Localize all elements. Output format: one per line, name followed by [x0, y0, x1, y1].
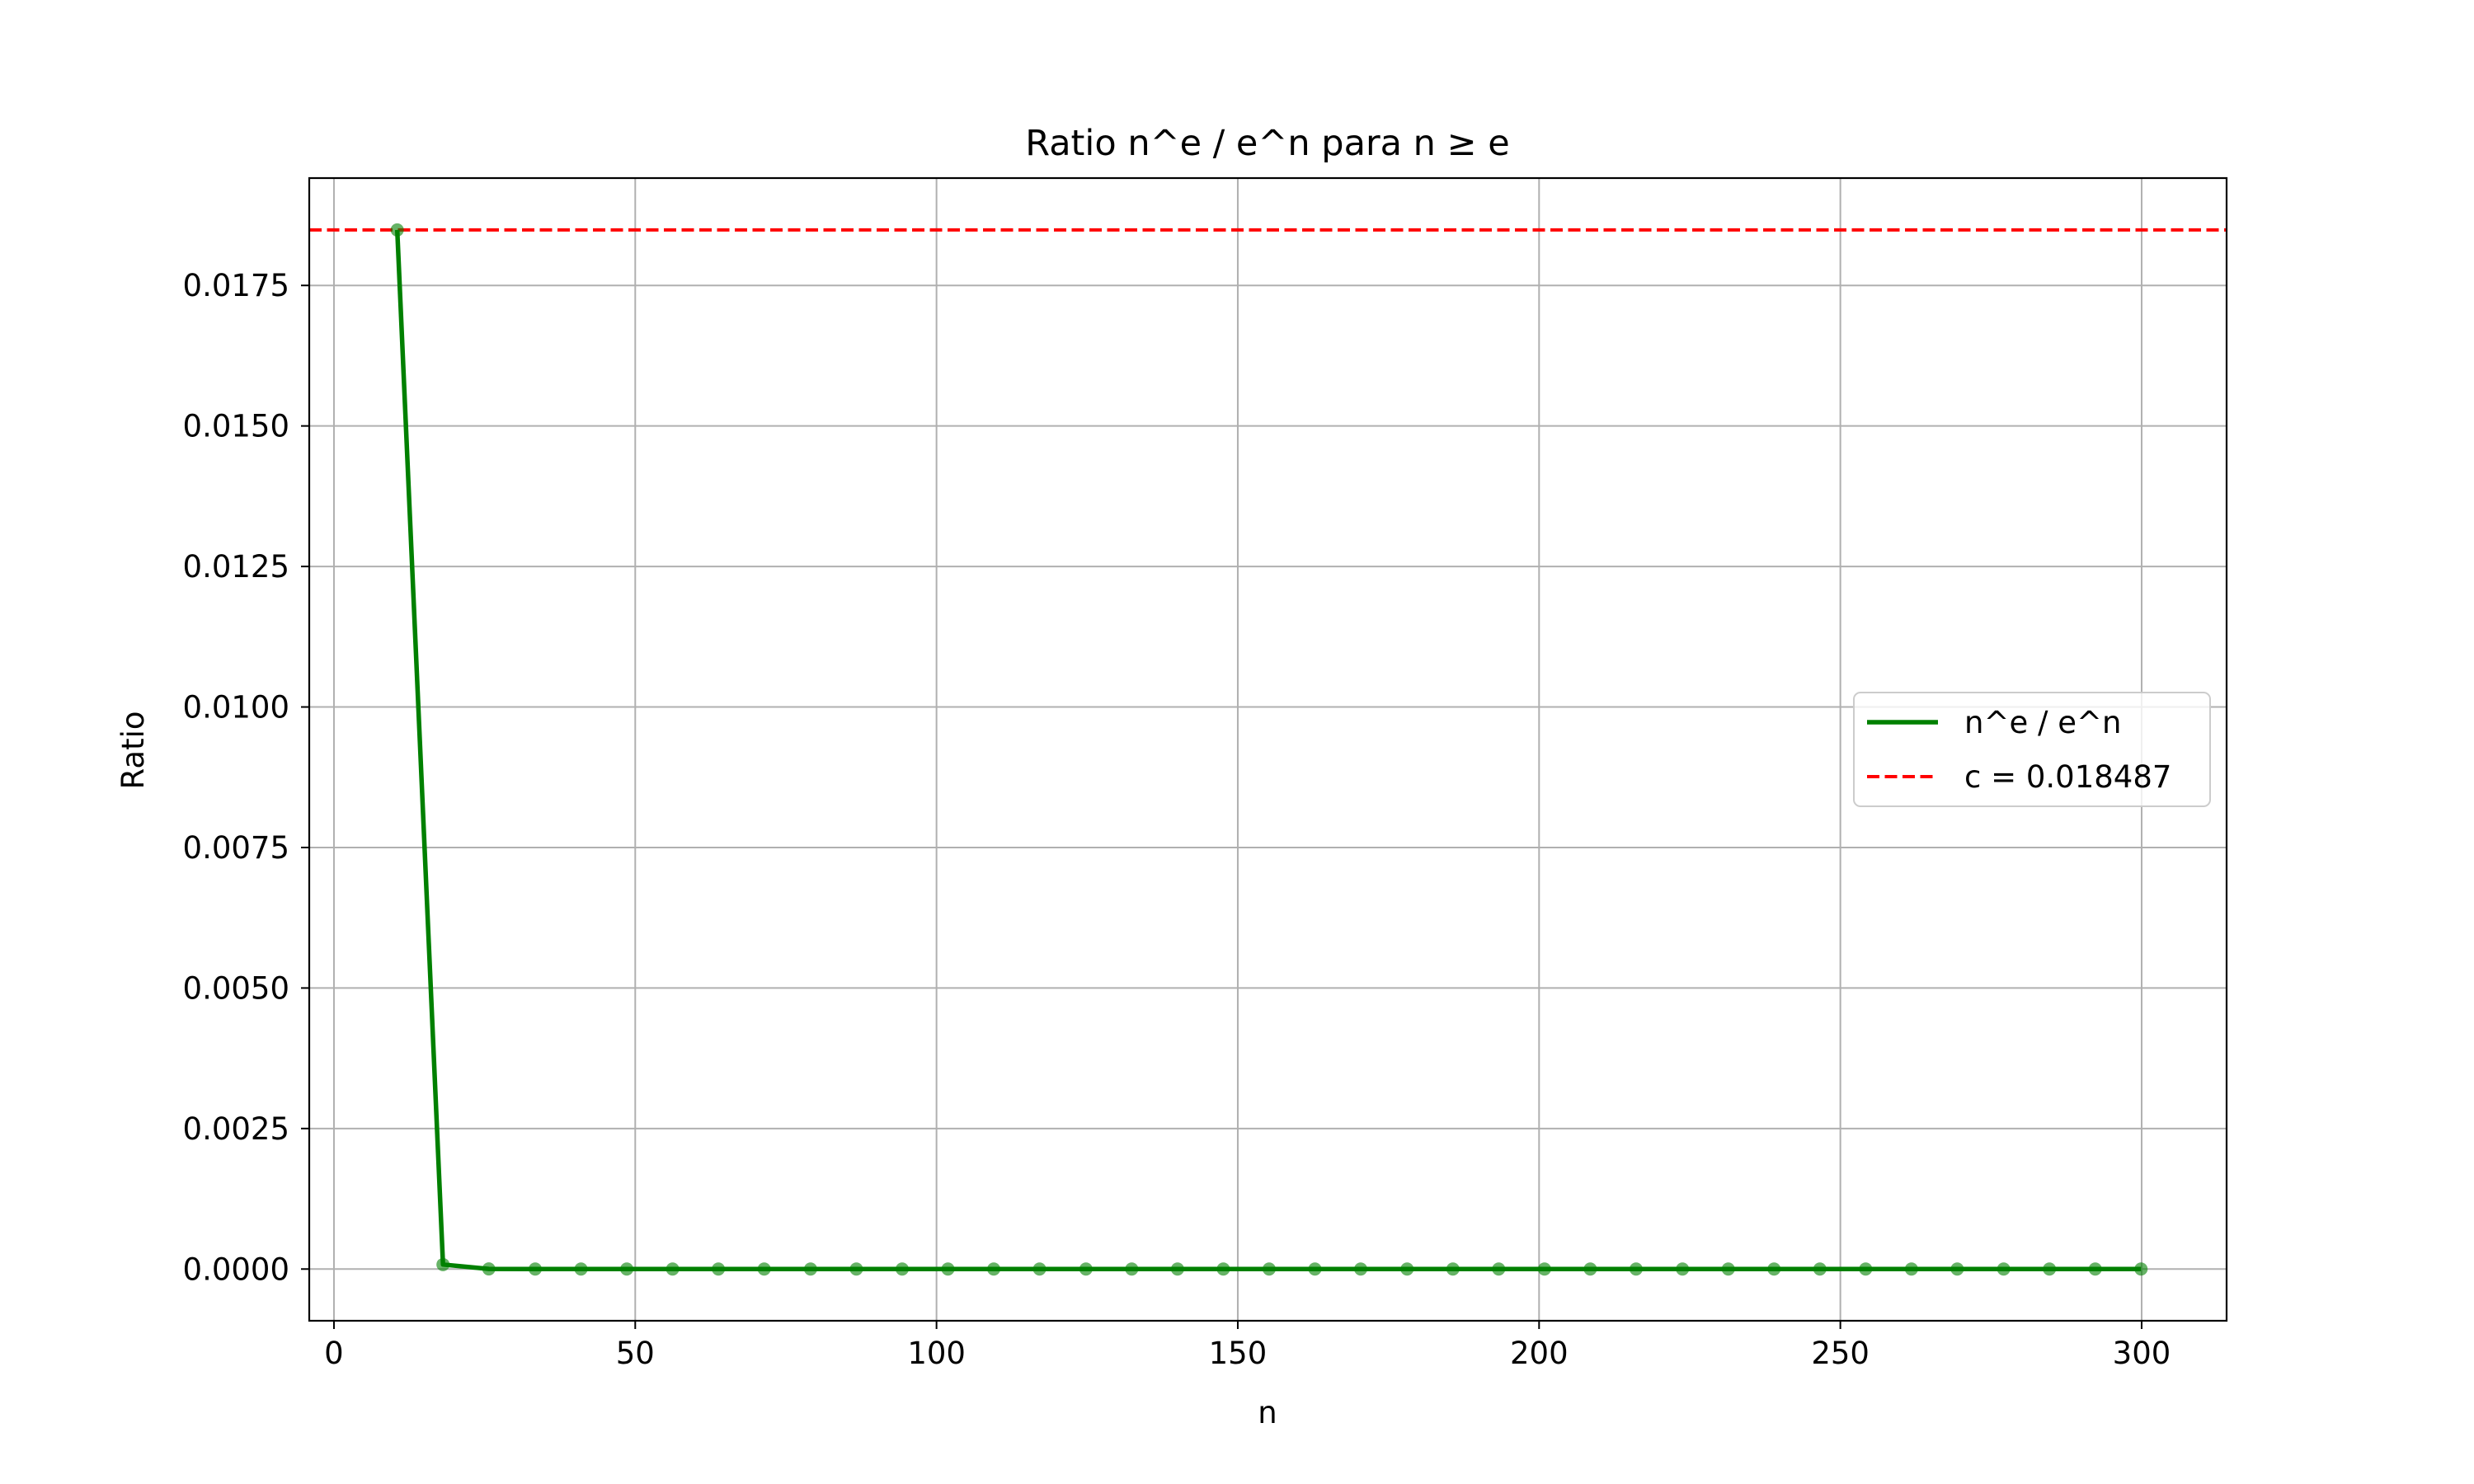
ratio-data-point	[666, 1262, 680, 1276]
ratio-data-point	[1170, 1262, 1184, 1276]
ratio-data-point	[1262, 1262, 1276, 1276]
x-tick-label: 150	[1209, 1336, 1268, 1371]
ratio-data-point	[2043, 1262, 2057, 1276]
ratio-data-point	[1537, 1262, 1551, 1276]
legend: n^e / e^n c = 0.018487	[1853, 692, 2211, 807]
ratio-data-point	[620, 1262, 634, 1276]
ratio-data-point	[574, 1262, 588, 1276]
ratio-data-point	[712, 1262, 726, 1276]
ratio-data-point	[1950, 1262, 1964, 1276]
ratio-data-point	[1721, 1262, 1735, 1276]
ratio-data-point	[1032, 1262, 1047, 1276]
y-tick-label: 0.0000	[183, 1252, 289, 1287]
ratio-data-point	[1904, 1262, 1918, 1276]
ratio-data-point	[987, 1262, 1001, 1276]
ratio-data-point	[941, 1262, 955, 1276]
series-layer	[309, 223, 2227, 1276]
ratio-data-point	[1354, 1262, 1368, 1276]
x-axis-label: n	[1258, 1395, 1277, 1430]
ratio-data-point	[2134, 1262, 2148, 1276]
ratio-data-point	[895, 1262, 909, 1276]
ratio-data-point	[1767, 1262, 1781, 1276]
ratio-data-point	[1629, 1262, 1643, 1276]
ratio-data-point	[1216, 1262, 1230, 1276]
ratio-data-point	[1583, 1262, 1597, 1276]
legend-label-ratio: n^e / e^n	[1964, 705, 2121, 740]
legend-label-constant: c = 0.018487	[1964, 759, 2171, 795]
plot-area-frame	[308, 176, 2228, 1322]
chart-title: Ratio n^e / e^n para n ≥ e	[1025, 123, 1509, 164]
y-tick-label: 0.0150	[183, 409, 289, 444]
ratio-data-point	[1997, 1262, 2011, 1276]
x-tick-label: 0	[324, 1336, 344, 1371]
ratio-data-point	[1492, 1262, 1506, 1276]
ratio-data-point	[1400, 1262, 1414, 1276]
legend-box	[1853, 692, 2211, 807]
ratio-data-point	[482, 1262, 496, 1276]
ratio-data-point	[1125, 1262, 1139, 1276]
x-tick-label: 100	[907, 1336, 966, 1371]
y-tick-label: 0.0025	[183, 1111, 289, 1147]
ratio-data-point	[803, 1262, 817, 1276]
y-tick-label: 0.0125	[183, 549, 289, 585]
ratio-data-point	[1308, 1262, 1322, 1276]
ratio-data-point	[1446, 1262, 1460, 1276]
ratio-data-point	[529, 1262, 543, 1276]
ratio-data-point	[436, 1257, 450, 1271]
ratio-data-point	[1859, 1262, 1873, 1276]
x-tick-label: 200	[1510, 1336, 1569, 1371]
y-tick-label: 0.0175	[183, 268, 289, 303]
ratio-data-point	[1676, 1262, 1690, 1276]
axis-ticks: 0 50 100 150 200 250 300 0.0000 0.0025 0.0050 0.00…	[183, 268, 2171, 1371]
x-tick-label: 300	[2113, 1336, 2171, 1371]
ratio-data-point	[849, 1262, 863, 1276]
y-tick-label: 0.0050	[183, 970, 289, 1006]
ratio-data-point	[757, 1262, 771, 1276]
ratio-data-point	[1813, 1262, 1827, 1276]
ratio-data-point	[2088, 1262, 2102, 1276]
x-tick-label: 250	[1811, 1336, 1870, 1371]
y-tick-label: 0.0100	[183, 690, 289, 726]
ratio-data-point	[390, 223, 404, 237]
x-tick-label: 50	[616, 1336, 655, 1371]
y-tick-label: 0.0075	[183, 830, 289, 866]
ratio-data-point	[1079, 1262, 1093, 1276]
y-axis-label: Ratio	[115, 711, 151, 790]
